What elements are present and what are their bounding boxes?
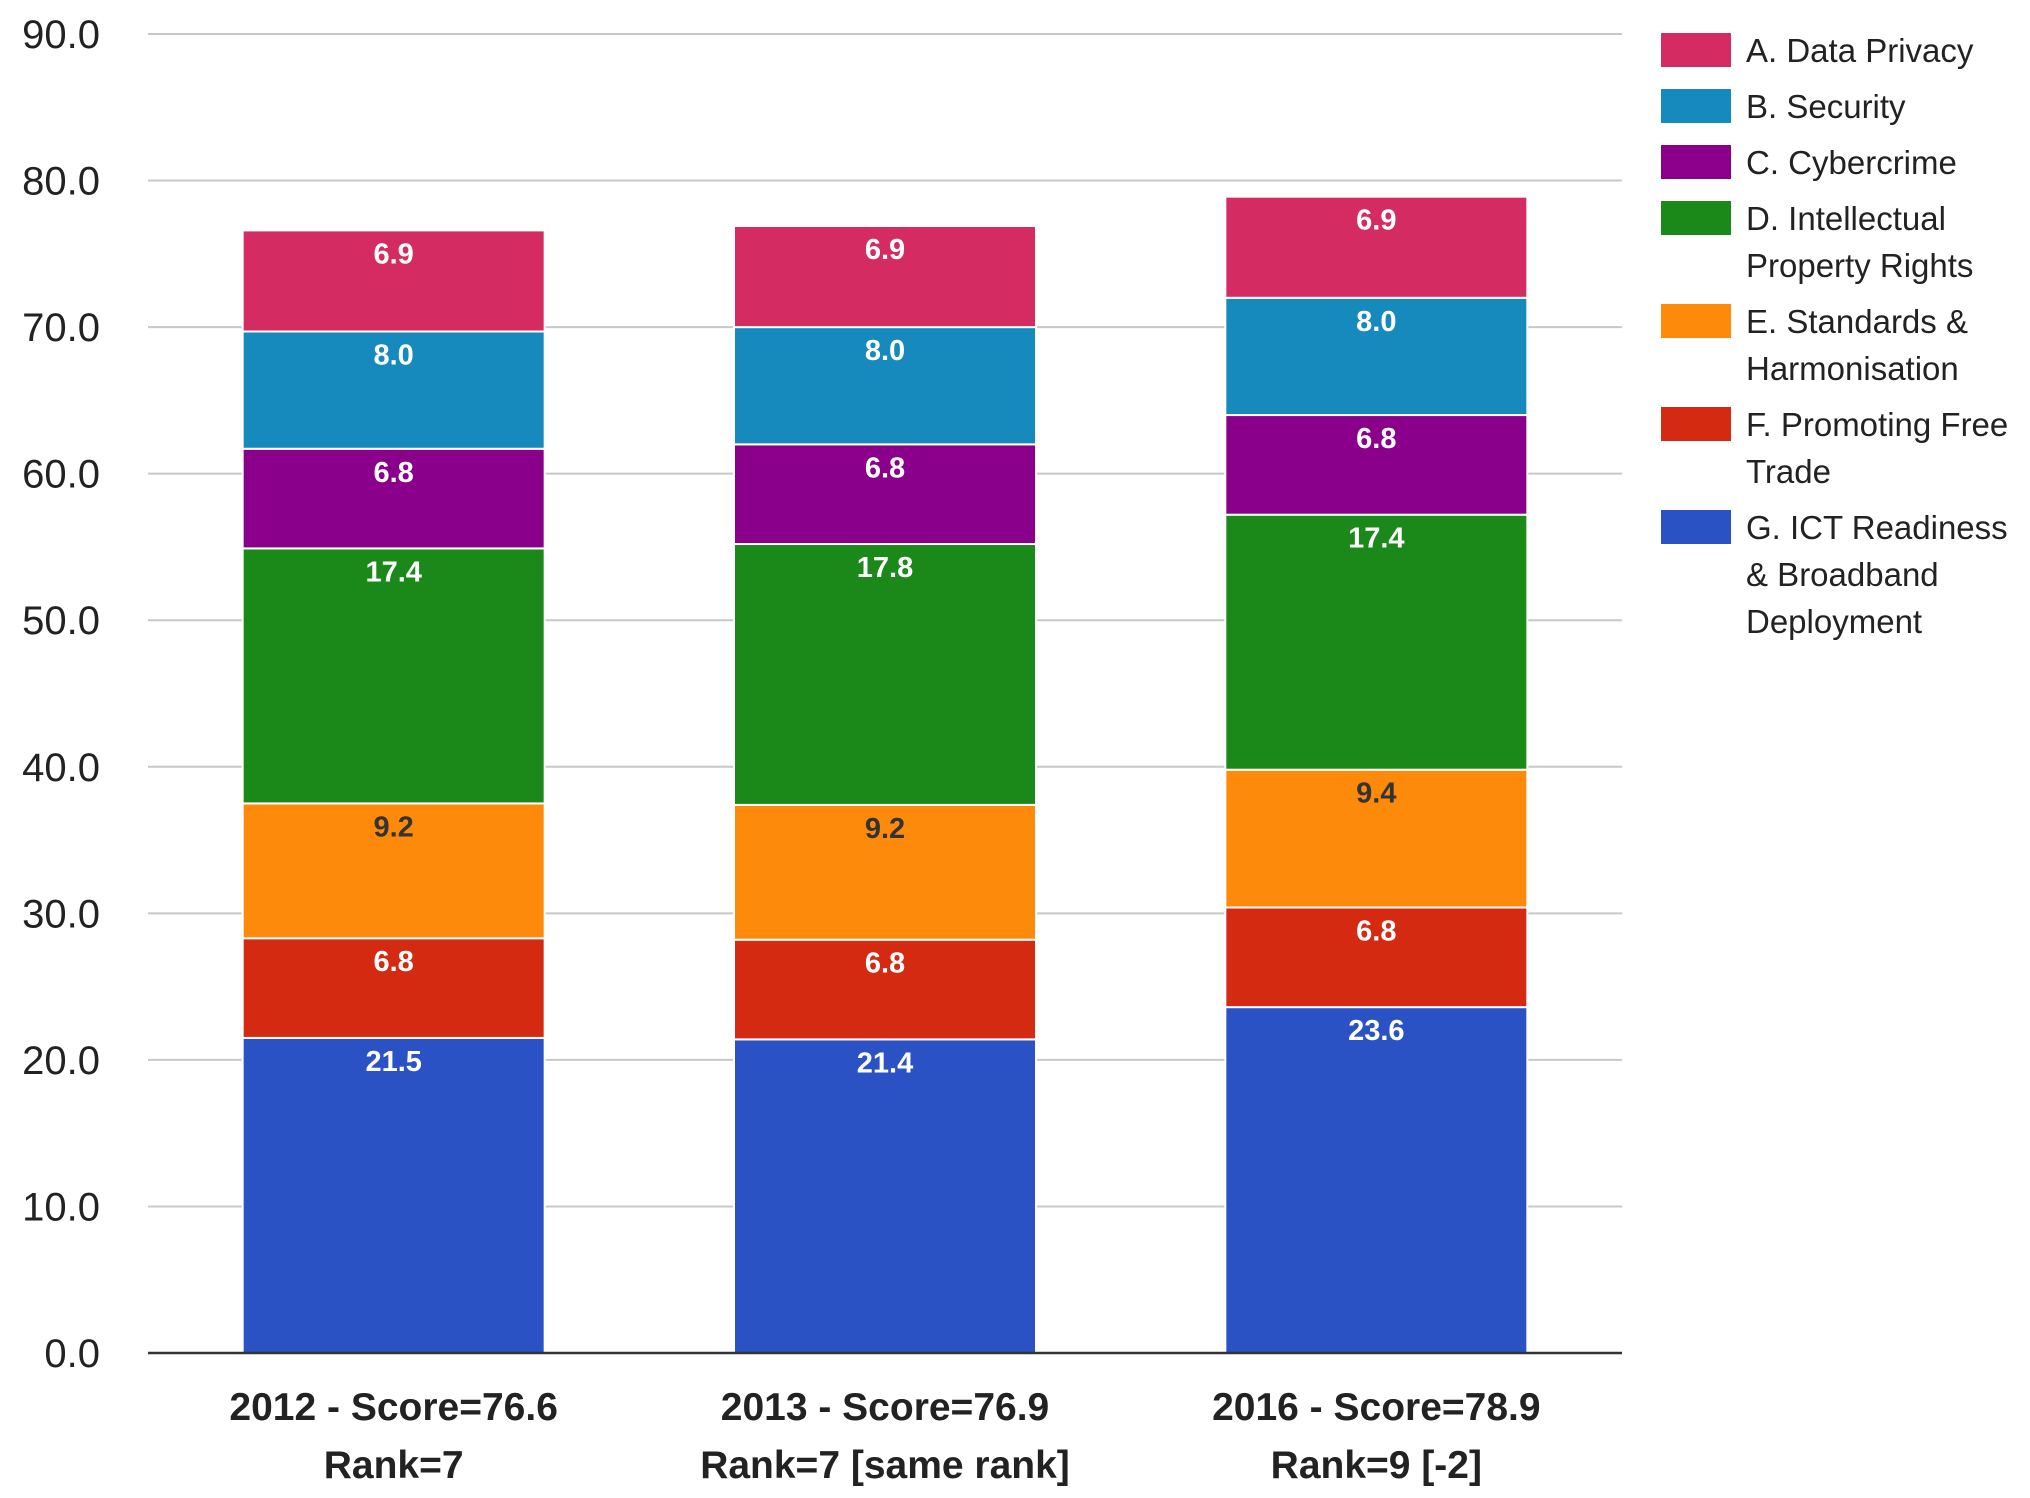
x-axis: 2012 - Score=76.6 Rank=7 2013 - Score=76.9… <box>148 1351 1622 1487</box>
legend-label: B. Security <box>1746 88 1906 125</box>
bar-segment <box>241 447 546 550</box>
x-category-label: Rank=9 [-2] <box>1271 1444 1482 1487</box>
bar-segment <box>1224 414 1529 516</box>
data-label: 9.4 <box>1356 778 1396 810</box>
bar-segment <box>733 803 1037 941</box>
data-label: 23.6 <box>1348 1015 1404 1047</box>
bar-segment <box>241 802 546 940</box>
legend-label: Property Rights <box>1746 247 1973 284</box>
data-label: 6.8 <box>374 457 414 489</box>
data-label: 6.9 <box>865 234 905 266</box>
data-label: 17.4 <box>365 556 421 588</box>
legend-label: A. Data Privacy <box>1746 32 1974 69</box>
bar-segment <box>241 229 546 333</box>
data-label: 8.0 <box>865 335 905 367</box>
bar-segment <box>1224 906 1529 1009</box>
y-tick-label: 90.0 <box>22 13 100 57</box>
y-tick-label: 0.0 <box>44 1332 100 1376</box>
bar-segment <box>1224 1006 1529 1355</box>
legend-swatch <box>1661 145 1731 179</box>
legend-swatch <box>1661 33 1731 67</box>
y-tick-label: 50.0 <box>22 599 100 643</box>
bar-segment <box>241 1036 546 1354</box>
data-label: 9.2 <box>374 811 414 843</box>
y-tick-label: 40.0 <box>22 746 100 790</box>
x-category-label: 2016 - Score=78.9 <box>1212 1386 1541 1429</box>
bar-segment <box>241 547 546 805</box>
legend-label: Deployment <box>1746 603 1922 640</box>
legend-label: C. Cybercrime <box>1746 144 1957 181</box>
legend-label: & Broadband <box>1746 556 1939 593</box>
legend-label: D. Intellectual <box>1746 200 1946 237</box>
bar-segment <box>241 937 546 1039</box>
y-axis: 0.0 10.0 20.0 30.0 40.0 50.0 60.0 70.0 80.0 90.0 <box>22 13 100 1376</box>
y-tick-label: 80.0 <box>22 160 100 204</box>
y-tick-label: 60.0 <box>22 453 100 497</box>
legend-swatch <box>1661 407 1731 441</box>
bar-segment <box>1224 513 1529 771</box>
y-tick-label: 20.0 <box>22 1039 100 1083</box>
data-label: 8.0 <box>1356 306 1396 338</box>
data-label: 21.4 <box>857 1047 913 1079</box>
y-tick-label: 70.0 <box>22 306 100 350</box>
bar-segment <box>1224 768 1529 909</box>
bar-segment <box>733 1038 1037 1354</box>
legend-label: E. Standards & <box>1746 303 1968 340</box>
legend-swatch <box>1661 89 1731 123</box>
data-label: 6.8 <box>1356 423 1396 455</box>
x-category-label: 2012 - Score=76.6 <box>229 1386 558 1429</box>
bar-segment <box>1224 296 1529 417</box>
legend-label: Trade <box>1746 453 1831 490</box>
legend-swatch <box>1661 510 1731 544</box>
legend: A. Data Privacy B. Security C. Cybercrime D… <box>1661 32 2008 640</box>
y-tick-label: 30.0 <box>22 892 100 936</box>
data-label: 6.8 <box>374 946 414 978</box>
bar-segment <box>241 330 546 450</box>
x-category-label: 2013 - Score=76.9 <box>721 1386 1050 1429</box>
bar-segment <box>733 224 1037 329</box>
data-label: 9.2 <box>865 813 905 845</box>
legend-label: G. ICT Readiness <box>1746 509 2008 546</box>
data-label: 17.4 <box>1348 523 1404 555</box>
bar-segment <box>1224 195 1529 299</box>
legend-label: F. Promoting Free <box>1746 406 2008 443</box>
data-label: 6.9 <box>374 238 414 270</box>
legend-swatch <box>1661 304 1731 338</box>
data-label: 17.8 <box>857 552 913 584</box>
bar-segment <box>733 443 1037 546</box>
data-label: 21.5 <box>365 1046 421 1078</box>
legend-label: Harmonisation <box>1746 350 1959 387</box>
x-category-label: Rank=7 <box>324 1444 464 1487</box>
data-label: 6.8 <box>865 948 905 980</box>
data-label: 6.8 <box>865 452 905 484</box>
data-label: 6.9 <box>1356 205 1396 237</box>
legend-swatch <box>1661 201 1731 235</box>
bars: 21.5 6.8 9.2 17.4 6.8 8.0 6.9 21.4 6.8 9.2 17.8 6.8… <box>241 195 1529 1355</box>
y-tick-label: 10.0 <box>22 1185 100 1229</box>
x-category-label: Rank=7 [same rank] <box>700 1444 1070 1487</box>
data-label: 8.0 <box>374 340 414 372</box>
bar-segment <box>733 543 1037 806</box>
data-label: 6.8 <box>1356 915 1396 947</box>
